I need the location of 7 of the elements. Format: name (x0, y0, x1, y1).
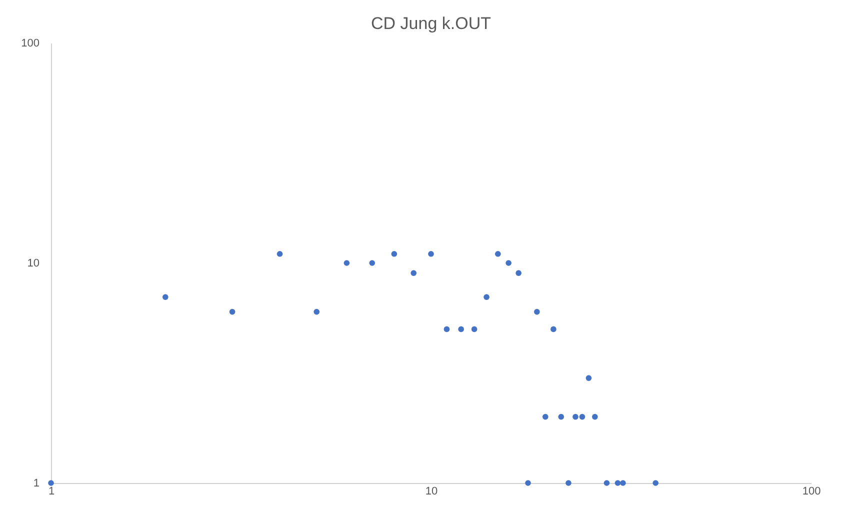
x-tick-label: 10 (425, 486, 438, 498)
chart-title: CD Jung k.OUT (371, 14, 491, 33)
x-tick-label: 1 (48, 486, 55, 498)
y-tick-label: 10 (27, 258, 40, 270)
y-tick-label: 100 (21, 38, 40, 50)
y-tick-label: 1 (33, 478, 40, 490)
x-tick-label: 100 (802, 486, 821, 498)
